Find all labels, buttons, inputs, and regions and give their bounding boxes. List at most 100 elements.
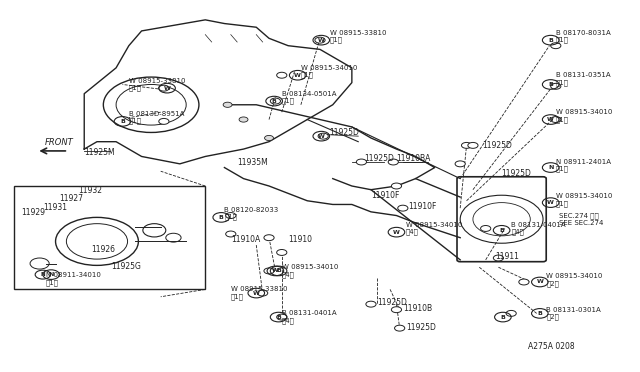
Circle shape — [506, 310, 516, 316]
Text: 11925D: 11925D — [330, 128, 360, 137]
Text: W: W — [547, 200, 554, 205]
Text: 11932: 11932 — [79, 186, 102, 195]
Circle shape — [468, 142, 478, 148]
Text: W: W — [272, 269, 279, 273]
Text: 11910BA: 11910BA — [396, 154, 431, 163]
Text: 11910: 11910 — [288, 235, 312, 244]
Text: N: N — [548, 165, 554, 170]
Text: B: B — [500, 315, 506, 320]
Text: 11927: 11927 — [60, 193, 83, 203]
Circle shape — [388, 159, 398, 165]
Text: W: W — [318, 38, 324, 43]
Text: B: B — [219, 215, 223, 220]
Circle shape — [264, 135, 273, 141]
Text: B: B — [276, 315, 281, 320]
Circle shape — [550, 43, 561, 49]
Circle shape — [392, 183, 401, 189]
Text: 11910A: 11910A — [231, 235, 260, 244]
Text: A275A 0208: A275A 0208 — [528, 342, 575, 351]
Text: B: B — [272, 99, 276, 103]
Circle shape — [356, 159, 367, 165]
Text: 11925G: 11925G — [111, 262, 141, 271]
Text: W 08915-34010
（1）: W 08915-34010 （1） — [556, 193, 612, 207]
Circle shape — [493, 255, 504, 261]
Text: B 08131-0401A
（4）: B 08131-0401A （4） — [282, 310, 337, 324]
Text: W 08915-33810
（1）: W 08915-33810 （1） — [129, 78, 186, 91]
Text: 11925D: 11925D — [502, 169, 531, 177]
Text: 11910F: 11910F — [371, 191, 399, 200]
Circle shape — [455, 161, 465, 167]
Text: 11925D: 11925D — [483, 141, 513, 150]
Circle shape — [264, 268, 274, 274]
Circle shape — [223, 102, 232, 108]
Text: N: N — [40, 272, 45, 277]
Text: B 08120-82033
（1）: B 08120-82033 （1） — [225, 207, 278, 221]
Text: B 08131-0351A
（1）: B 08131-0351A （1） — [556, 72, 611, 86]
Text: W 08915-34010
（4）: W 08915-34010 （4） — [282, 264, 338, 278]
Text: B: B — [548, 38, 553, 43]
Text: 11925D: 11925D — [378, 298, 407, 307]
Text: 11935M: 11935M — [237, 157, 268, 167]
Text: N 08911-2401A
（1）: N 08911-2401A （1） — [556, 159, 611, 173]
Text: N 08911-34010
（1）: N 08911-34010 （1） — [46, 272, 101, 286]
Circle shape — [159, 118, 169, 124]
Circle shape — [461, 142, 472, 148]
Text: 11929: 11929 — [21, 208, 45, 217]
Text: B: B — [276, 269, 281, 273]
Text: W 08915-33810
（1）: W 08915-33810 （1） — [330, 30, 386, 43]
Circle shape — [318, 133, 328, 139]
Circle shape — [270, 98, 280, 104]
Circle shape — [394, 325, 404, 331]
Text: B 08131-0401A
（4）: B 08131-0401A （4） — [511, 222, 566, 235]
Text: W: W — [547, 117, 554, 122]
Text: W 08915-34010
（2）: W 08915-34010 （2） — [546, 273, 603, 287]
Text: 11910B: 11910B — [403, 304, 432, 313]
Text: 11925D: 11925D — [365, 154, 394, 163]
Text: B 0813D-8951A
（1）: B 0813D-8951A （1） — [129, 111, 184, 125]
Text: 11931: 11931 — [44, 203, 68, 212]
Circle shape — [226, 212, 236, 218]
Circle shape — [550, 83, 561, 89]
Text: 11911: 11911 — [495, 252, 519, 262]
Circle shape — [550, 116, 561, 122]
Circle shape — [481, 225, 491, 231]
Text: W: W — [393, 230, 400, 235]
Circle shape — [276, 250, 287, 256]
Circle shape — [519, 279, 529, 285]
Text: SEC.274 参照
SEE SEC.274: SEC.274 参照 SEE SEC.274 — [559, 212, 604, 226]
Circle shape — [276, 314, 287, 320]
Text: W 08915-34010
（1）: W 08915-34010 （1） — [301, 65, 357, 78]
Circle shape — [226, 231, 236, 237]
Text: W 08915-33810
（1）: W 08915-33810 （1） — [231, 286, 287, 300]
Text: 11925M: 11925M — [84, 148, 115, 157]
Circle shape — [159, 85, 169, 91]
Circle shape — [276, 72, 287, 78]
Text: B: B — [538, 311, 542, 316]
Text: B 08134-0501A
（1）: B 08134-0501A （1） — [282, 90, 336, 104]
Text: B 08131-0301A
（2）: B 08131-0301A （2） — [546, 307, 601, 320]
Text: W: W — [536, 279, 543, 285]
Text: 11925D: 11925D — [406, 323, 436, 331]
Circle shape — [315, 37, 325, 43]
Bar — [14, 186, 205, 289]
Circle shape — [239, 117, 248, 122]
Circle shape — [257, 290, 268, 296]
Circle shape — [366, 301, 376, 307]
Text: W 08915-34010
（1）: W 08915-34010 （1） — [556, 109, 612, 123]
Text: W: W — [164, 86, 170, 91]
Text: B: B — [120, 119, 125, 124]
Text: W 08915-34010
（4）: W 08915-34010 （4） — [406, 222, 462, 235]
Circle shape — [392, 307, 401, 312]
Circle shape — [264, 235, 274, 241]
Text: 11926: 11926 — [92, 245, 115, 254]
Circle shape — [397, 205, 408, 211]
Text: B: B — [548, 82, 553, 87]
Text: W: W — [318, 134, 324, 139]
Text: 11910F: 11910F — [408, 202, 436, 211]
Text: FRONT: FRONT — [44, 138, 73, 147]
Text: N: N — [49, 272, 54, 277]
Text: W: W — [253, 291, 260, 296]
Text: B: B — [499, 228, 504, 233]
Text: B 08170-8031A
（1）: B 08170-8031A （1） — [556, 30, 611, 43]
Text: W: W — [294, 73, 301, 78]
